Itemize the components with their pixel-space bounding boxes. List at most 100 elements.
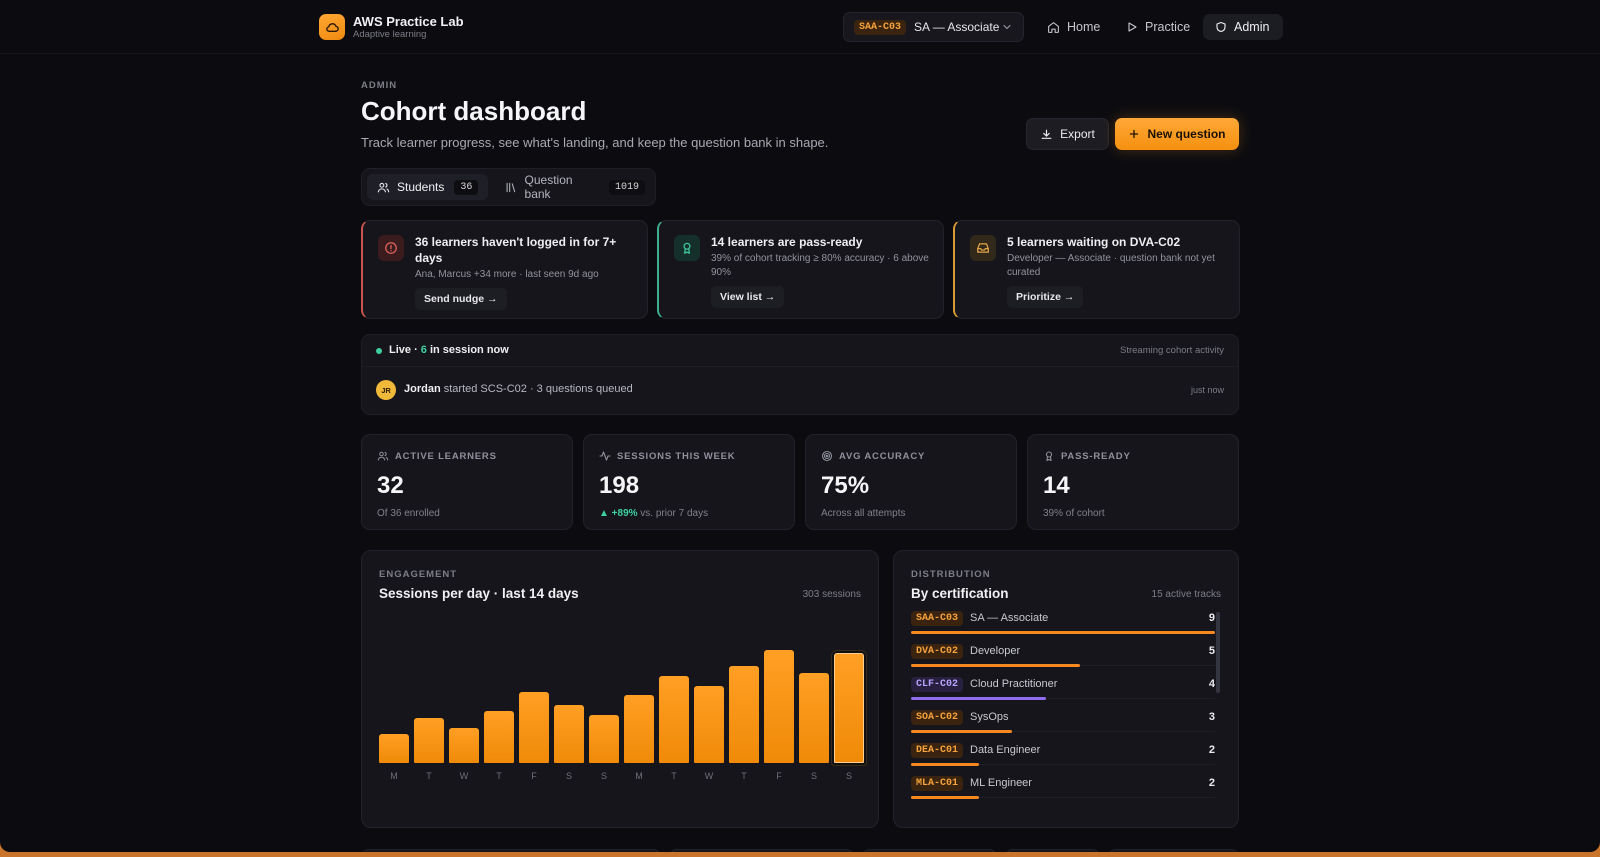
distribution-panel: DISTRIBUTION By certification 15 active …: [893, 550, 1239, 828]
tab-students-count: 36: [454, 179, 479, 195]
avatar[interactable]: JR: [376, 380, 396, 400]
progress-fill: [911, 664, 1080, 667]
stat-sub: Across all attempts: [821, 508, 906, 519]
progress-fill: [911, 697, 1046, 700]
list-item[interactable]: DVA-C02 Developer 5: [911, 644, 1215, 677]
progress-fill: [911, 763, 979, 766]
chart-bar[interactable]: [554, 705, 584, 763]
target-icon: [821, 450, 833, 462]
chart-bar[interactable]: [589, 715, 619, 763]
engagement-panel: ENGAGEMENT Sessions per day · last 14 da…: [361, 550, 879, 828]
progress-track: [911, 698, 1215, 699]
plus-icon: [1130, 129, 1139, 139]
live-activity-panel: Live · 6 in session now Streaming cohort…: [361, 334, 1239, 415]
certification-select[interactable]: SAA-C03 SA — Associate: [843, 12, 1024, 42]
nav-admin[interactable]: Admin: [1203, 14, 1284, 40]
panel-eyebrow: DISTRIBUTION: [911, 569, 991, 580]
library-icon: [506, 182, 516, 192]
cert-code-badge: SOA-C02: [911, 710, 964, 725]
cert-code-badge: SAA-C03: [911, 611, 964, 626]
page-title: Cohort dashboard: [361, 96, 587, 126]
stat-sub: Of 36 enrolled: [377, 508, 440, 519]
live-indicator-dot: [376, 348, 382, 354]
stat-avg-accuracy: AVG ACCURACY 75% Across all attempts: [805, 434, 1017, 530]
chart-bar[interactable]: [484, 711, 514, 763]
x-axis-tick-label: T: [741, 771, 747, 781]
activity-icon: [599, 451, 611, 461]
stat-label: AVG ACCURACY: [839, 450, 926, 462]
view-list-button[interactable]: View list →: [711, 286, 785, 308]
activity-learner-name[interactable]: Jordan: [404, 383, 441, 395]
tab-students[interactable]: Students 36: [367, 174, 489, 200]
stat-sessions-week: SESSIONS THIS WEEK 198 ▲ +89% vs. prior …: [583, 434, 795, 530]
alert-waiting-dva: 5 learners waiting on DVA-C02 Developer …: [953, 220, 1240, 319]
panel-eyebrow: ENGAGEMENT: [379, 569, 458, 580]
list-item[interactable]: SOA-C02 SysOps 3: [911, 710, 1215, 743]
chart-bar[interactable]: [624, 695, 654, 763]
alert-description: Ana, Marcus +34 more · last seen 9d ago: [415, 269, 599, 280]
distribution-scrollbar[interactable]: [1216, 612, 1220, 693]
cert-code-badge: CLF-C02: [911, 677, 964, 692]
chart-bar[interactable]: [414, 718, 444, 763]
tab-question-bank-label: Question bank: [524, 173, 573, 201]
chart-bar[interactable]: [659, 676, 689, 763]
chart-bar[interactable]: [519, 692, 549, 763]
cert-count: 5: [1208, 645, 1215, 657]
progress-track: [911, 797, 1215, 798]
tab-question-bank-count: 1019: [608, 179, 645, 195]
list-item[interactable]: SAA-C03 SA — Associate 9: [911, 611, 1215, 644]
chart-bar[interactable]: [694, 686, 724, 763]
cert-name: SysOps: [970, 711, 1009, 723]
alert-title: 36 learners haven't logged in for 7+ day…: [415, 235, 617, 265]
nav-practice[interactable]: Practice: [1126, 14, 1190, 40]
admin-tabs: Students 36 Question bank 1019: [361, 168, 656, 206]
x-axis-tick-label: W: [459, 771, 469, 781]
chart-bar[interactable]: [799, 673, 829, 763]
list-item[interactable]: CLF-C02 Cloud Practitioner 4: [911, 677, 1215, 710]
stat-value: 32: [377, 472, 404, 499]
cert-code-badge: DVA-C02: [911, 644, 964, 659]
export-button[interactable]: Export: [1026, 118, 1109, 150]
trend-up-badge: ▲ +89%: [599, 508, 638, 519]
x-axis-tick-label: T: [426, 771, 432, 781]
x-axis-tick-label: T: [671, 771, 677, 781]
brand-title[interactable]: AWS Practice Lab: [353, 14, 464, 29]
cloud-logo-icon[interactable]: [319, 14, 345, 40]
brand-subtitle: Adaptive learning: [353, 29, 427, 40]
prioritize-button[interactable]: Prioritize →: [1007, 286, 1084, 308]
alert-description: 39% of cohort tracking ≥ 80% accuracy · …: [711, 253, 929, 278]
stat-value: 198: [599, 472, 640, 499]
stat-sub: 39% of cohort: [1043, 508, 1105, 519]
nav-practice-label: Practice: [1145, 20, 1191, 34]
stat-value: 75%: [821, 472, 870, 499]
cert-count: 2: [1208, 744, 1215, 756]
page-eyebrow: ADMIN: [361, 80, 398, 91]
award-icon: [1045, 451, 1053, 462]
send-nudge-button[interactable]: Send nudge →: [415, 288, 507, 310]
list-item[interactable]: MLA-C01 ML Engineer 2: [911, 776, 1215, 809]
cert-count: 4: [1208, 678, 1215, 690]
new-question-button[interactable]: New question: [1115, 118, 1239, 150]
live-status: Live · 6 in session now: [389, 344, 509, 356]
x-axis-tick-label: S: [810, 771, 817, 781]
list-item[interactable]: DEA-C01 Data Engineer 2: [911, 743, 1215, 776]
chart-bar[interactable]: [729, 666, 759, 763]
top-navigation: AWS Practice Lab Adaptive learning SAA-C…: [0, 0, 1600, 54]
chart-bar[interactable]: [449, 728, 479, 763]
users-icon: [377, 182, 390, 192]
alert-title: 14 learners are pass-ready: [711, 235, 863, 249]
tab-question-bank[interactable]: Question bank 1019: [495, 173, 655, 201]
shield-icon: [1216, 21, 1226, 33]
progress-track: [911, 731, 1215, 732]
chart-bar[interactable]: [834, 653, 864, 763]
chart-bar[interactable]: [379, 734, 409, 763]
bottom-card: [862, 849, 997, 852]
download-icon: [1041, 129, 1052, 139]
nav-home[interactable]: Home: [1047, 14, 1100, 40]
stat-label: ACTIVE LEARNERS: [395, 450, 497, 462]
x-axis-tick-label: W: [704, 771, 714, 781]
chart-bar[interactable]: [764, 650, 794, 763]
inbox-icon: [970, 235, 996, 261]
